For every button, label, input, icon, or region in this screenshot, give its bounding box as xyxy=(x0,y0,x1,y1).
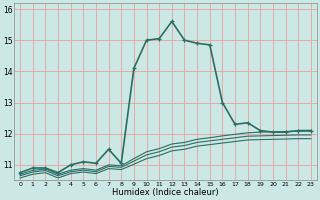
X-axis label: Humidex (Indice chaleur): Humidex (Indice chaleur) xyxy=(112,188,219,197)
